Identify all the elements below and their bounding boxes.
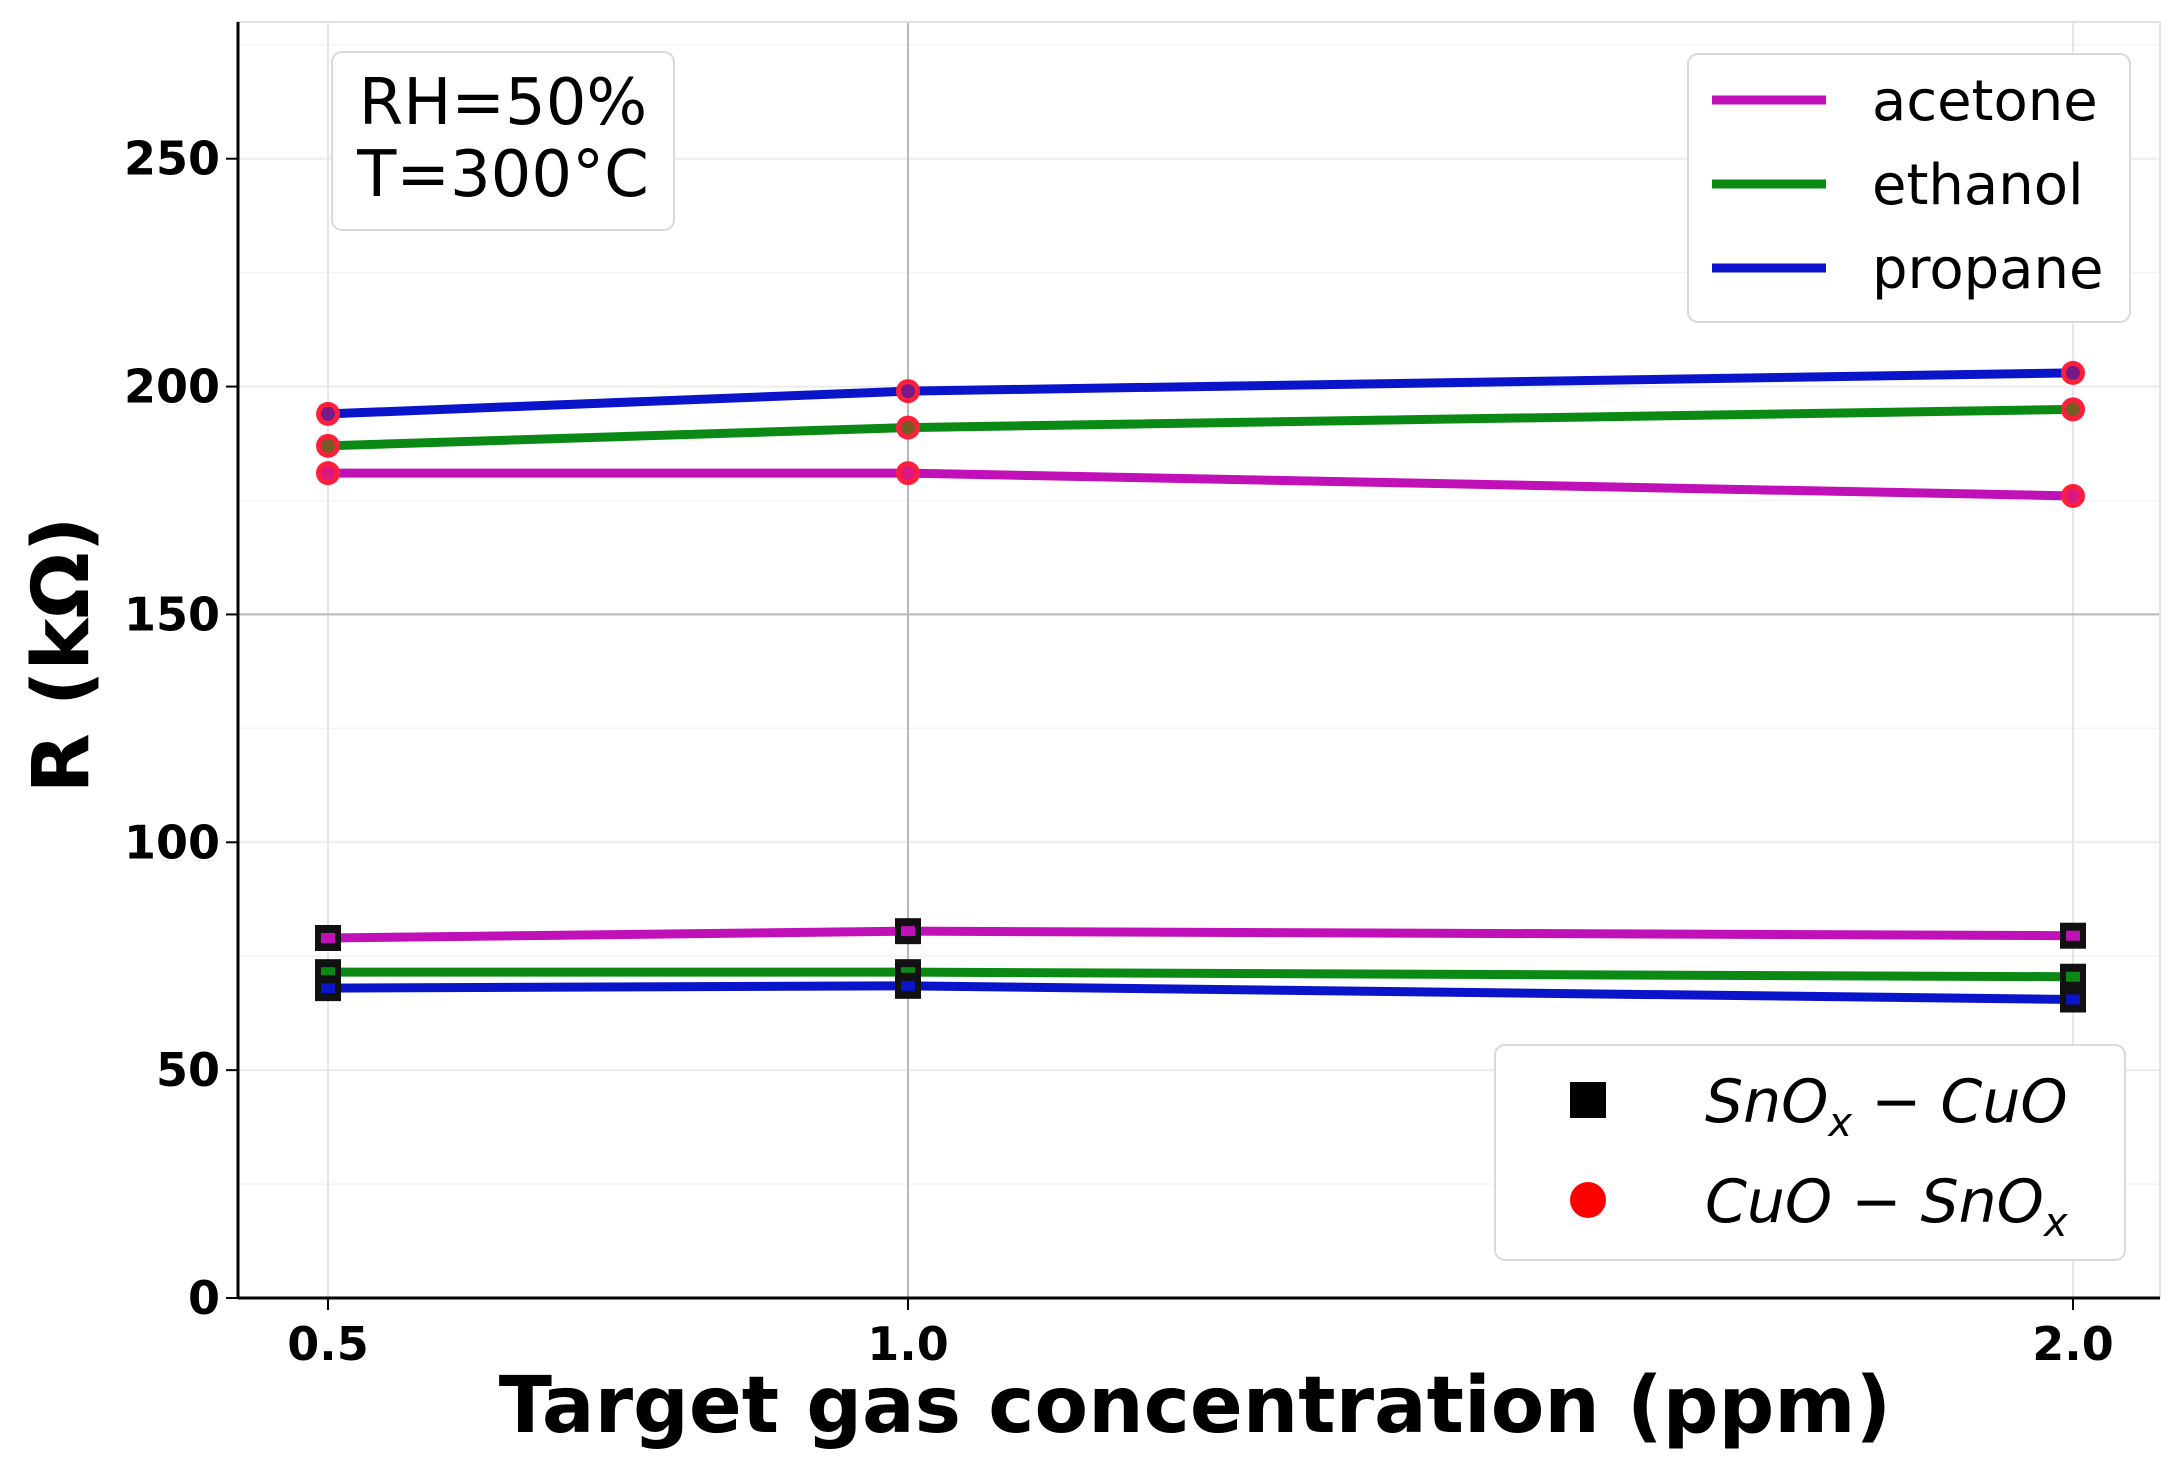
data-point-square-core [321, 967, 335, 978]
data-point-circle-core [321, 438, 335, 453]
marker-legend: SnOx − CuO CuO − SnOx [1494, 1044, 2126, 1261]
data-point-square-core [2066, 930, 2080, 941]
data-point-circle-core [901, 466, 915, 481]
data-point-square-core [901, 926, 915, 937]
data-point-square-core [901, 980, 915, 991]
y-tick-label: 200 [124, 360, 220, 414]
series-line [327, 981, 2074, 1005]
x-tick-label: 1.0 [867, 1317, 949, 1371]
data-point-square-core [901, 967, 915, 978]
series-line [327, 368, 2074, 419]
data-point-circle-core [321, 466, 335, 481]
series-line [328, 468, 2074, 501]
series-propane-SnOx-CuO [315, 972, 2086, 1013]
series-propane-CuO-SnOx [316, 360, 2085, 426]
tick-labels: 0 50 100 150 200 250 0.5 1.0 2.0 [124, 132, 2114, 1371]
legend-label-propane: propane [1872, 237, 2103, 302]
marker-legend-square [1570, 1082, 1606, 1118]
condition-annotation: RH=50% T=300°C [331, 51, 675, 231]
series-ethanol-CuO-SnOx [316, 397, 2085, 458]
annotation-line-rh: RH=50% [359, 66, 647, 140]
data-point-circle-core [2066, 488, 2080, 503]
series-line [328, 967, 2074, 982]
data-point-circle-core [901, 384, 915, 399]
y-tick-label: 50 [156, 1043, 220, 1097]
annotation-line-t: T=300°C [356, 138, 649, 212]
series-ethanol-SnOx-CuO [315, 959, 2086, 990]
series-acetone-SnOx-CuO [315, 918, 2086, 951]
series-line [327, 404, 2074, 451]
data-point-square-core [2066, 971, 2080, 982]
axes [226, 21, 2161, 1310]
data-point-circle-core [321, 406, 335, 421]
legend-label-ethanol: ethanol [1872, 153, 2084, 218]
legend-label-acetone: acetone [1872, 69, 2098, 134]
marker-legend-circle [1570, 1182, 1606, 1218]
x-axis-title: Target gas concentration (ppm) [499, 1361, 1891, 1451]
data-point-square-core [321, 983, 335, 994]
marker-legend-label: CuO − SnOx [1705, 1167, 2068, 1246]
y-tick-label: 150 [124, 587, 220, 641]
marker-legend-label: SnOx − CuO [1705, 1067, 2068, 1146]
series [315, 360, 2086, 1013]
x-tick-label: 0.5 [287, 1317, 369, 1371]
data-point-circle-core [901, 420, 915, 435]
series-acetone-CuO-SnOx [316, 461, 2085, 508]
series-line [327, 926, 2074, 943]
y-axis-title: R (kΩ) [17, 517, 107, 794]
y-tick-label: 0 [188, 1271, 220, 1325]
y-tick-label: 250 [124, 132, 220, 186]
color-legend: acetone ethanol propane [1687, 53, 2131, 323]
x-tick-label: 2.0 [2032, 1317, 2114, 1371]
data-point-square-core [2066, 994, 2080, 1005]
data-point-circle-core [2066, 365, 2080, 380]
y-tick-label: 100 [124, 815, 220, 869]
data-point-circle-core [2066, 402, 2080, 417]
data-point-square-core [321, 932, 335, 943]
